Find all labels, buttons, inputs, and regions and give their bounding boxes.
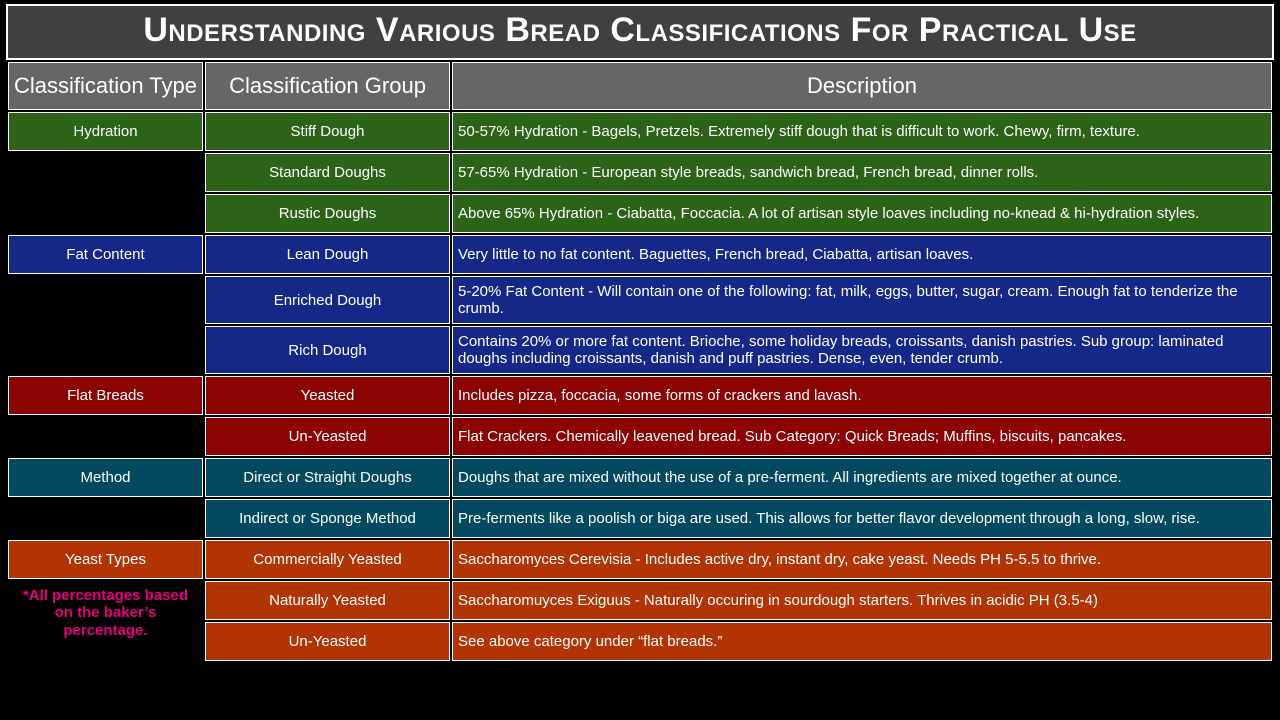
table-row: Hydration Stiff Dough 50-57% Hydration -… — [8, 112, 1272, 151]
type-cell-fat: Fat Content — [8, 235, 203, 274]
table-row: Rustic Doughs Above 65% Hydration - Ciab… — [8, 194, 1272, 233]
desc-cell: 50-57% Hydration - Bagels, Pretzels. Ext… — [452, 112, 1272, 151]
desc-cell: See above category under “flat breads.” — [452, 622, 1272, 661]
table-row: Flat Breads Yeasted Includes pizza, focc… — [8, 376, 1272, 415]
group-cell: Stiff Dough — [205, 112, 450, 151]
footnote: *All percentages based on the baker’s pe… — [8, 581, 203, 661]
desc-cell: 5-20% Fat Content - Will contain one of … — [452, 276, 1272, 324]
group-cell: Yeasted — [205, 376, 450, 415]
group-cell: Naturally Yeasted — [205, 581, 450, 620]
table-row: Standard Doughs 57-65% Hydration - Europ… — [8, 153, 1272, 192]
blank-cell — [8, 417, 203, 456]
desc-cell: Pre-ferments like a poolish or biga are … — [452, 499, 1272, 538]
type-cell-method: Method — [8, 458, 203, 497]
desc-cell: Includes pizza, foccacia, some forms of … — [452, 376, 1272, 415]
group-cell: Rich Dough — [205, 326, 450, 374]
desc-cell: Saccharomuyces Exiguus - Naturally occur… — [452, 581, 1272, 620]
group-cell: Lean Dough — [205, 235, 450, 274]
blank-cell — [8, 194, 203, 233]
table-row: Rich Dough Contains 20% or more fat cont… — [8, 326, 1272, 374]
page-title: Understanding Various Bread Classificati… — [6, 4, 1274, 60]
group-cell: Indirect or Sponge Method — [205, 499, 450, 538]
header-type: Classification Type — [8, 62, 203, 110]
type-cell-hydration: Hydration — [8, 112, 203, 151]
blank-cell — [8, 326, 203, 374]
blank-cell — [8, 276, 203, 324]
table-row: Un-Yeasted Flat Crackers. Chemically lea… — [8, 417, 1272, 456]
table-row: Yeast Types Commercially Yeasted Sacchar… — [8, 540, 1272, 579]
desc-cell: Contains 20% or more fat content. Brioch… — [452, 326, 1272, 374]
table-row: Indirect or Sponge Method Pre-ferments l… — [8, 499, 1272, 538]
table-header-row: Classification Type Classification Group… — [8, 62, 1272, 110]
group-cell: Commercially Yeasted — [205, 540, 450, 579]
group-cell: Un-Yeasted — [205, 622, 450, 661]
group-cell: Enriched Dough — [205, 276, 450, 324]
group-cell: Standard Doughs — [205, 153, 450, 192]
blank-cell — [8, 153, 203, 192]
blank-cell — [8, 499, 203, 538]
classification-table: Classification Type Classification Group… — [6, 60, 1274, 663]
desc-cell: Doughs that are mixed without the use of… — [452, 458, 1272, 497]
desc-cell: Flat Crackers. Chemically leavened bread… — [452, 417, 1272, 456]
group-cell: Direct or Straight Doughs — [205, 458, 450, 497]
header-group: Classification Group — [205, 62, 450, 110]
table-row: Enriched Dough 5-20% Fat Content - Will … — [8, 276, 1272, 324]
desc-cell: Very little to no fat content. Baguettes… — [452, 235, 1272, 274]
desc-cell: 57-65% Hydration - European style breads… — [452, 153, 1272, 192]
table-row: *All percentages based on the baker’s pe… — [8, 581, 1272, 620]
table-row: Method Direct or Straight Doughs Doughs … — [8, 458, 1272, 497]
group-cell: Rustic Doughs — [205, 194, 450, 233]
type-cell-yeast: Yeast Types — [8, 540, 203, 579]
desc-cell: Above 65% Hydration - Ciabatta, Foccacia… — [452, 194, 1272, 233]
desc-cell: Saccharomyces Cerevisia - Includes activ… — [452, 540, 1272, 579]
type-cell-flat: Flat Breads — [8, 376, 203, 415]
header-desc: Description — [452, 62, 1272, 110]
group-cell: Un-Yeasted — [205, 417, 450, 456]
table-row: Fat Content Lean Dough Very little to no… — [8, 235, 1272, 274]
